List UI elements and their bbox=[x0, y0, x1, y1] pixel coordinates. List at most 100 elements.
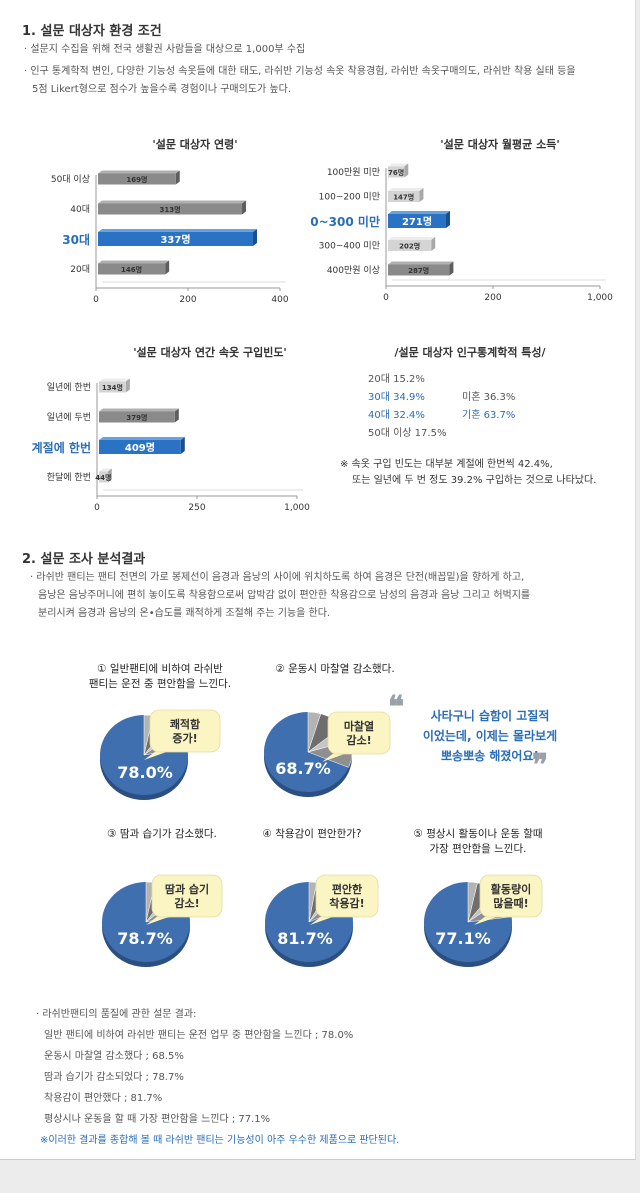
section2-title: 2. 설문 조사 분석결과 bbox=[22, 552, 146, 567]
testimonial-quote: 사타구니 습함이 고질적 이었는데, 이제는 몰라보게 뽀송뽀송 해졌어요! bbox=[400, 706, 580, 766]
summary-line-1: 일반 팬티에 비하여 라쉬반 팬티는 운전 업무 중 편안함을 느낀다 ; 78… bbox=[44, 1030, 354, 1041]
bar-value-label: 313명 bbox=[159, 205, 180, 214]
demo-age-20s: 20대 15.2% bbox=[368, 374, 425, 385]
bar bbox=[99, 411, 175, 423]
bar-value-label: 169명 bbox=[126, 175, 147, 184]
bar-side-face bbox=[404, 163, 409, 178]
callout-text: 착용감! bbox=[329, 896, 364, 910]
pie-value-label: 78.0% bbox=[117, 763, 173, 782]
category-label: 계절에 한번 bbox=[32, 440, 91, 455]
pie1-title: ① 일반팬티에 비하여 라쉬반 팬티는 운전 중 편안함을 느낀다. bbox=[88, 663, 232, 690]
pie-slice-other bbox=[307, 711, 322, 753]
bar-value-label: 146명 bbox=[121, 265, 142, 274]
bar bbox=[99, 440, 181, 454]
section1-bullet-1: · 설문지 수집을 위해 전국 생활권 사람들을 대상으로 1,000부 수집 bbox=[24, 44, 306, 55]
category-label: 50대 이상 bbox=[51, 174, 90, 185]
pie2-title: ② 운동시 마찰열 감소했다. bbox=[275, 663, 395, 675]
bar-side-face bbox=[253, 229, 258, 246]
callout-bubble bbox=[315, 874, 379, 918]
section1-bullet-3: 5점 Likert형으로 점수가 높을수록 경험이나 구매의도가 높다. bbox=[32, 84, 291, 95]
bar-top-face bbox=[388, 163, 409, 167]
x-tick-label: 1,000 bbox=[587, 293, 613, 303]
callout-text: 감소! bbox=[346, 733, 371, 747]
bar bbox=[98, 203, 242, 215]
frequency-bar-chart: 0 250 1,000 134명 일년에 한번 379명 일년에 두번 409명 계절에 한번 4… bbox=[32, 378, 310, 513]
callout-text: 많을때! bbox=[493, 896, 528, 910]
frequency-chart-title: '설문 대상자 연간 속옷 구입빈도' bbox=[133, 346, 287, 359]
category-label: 300~400 미만 bbox=[319, 241, 380, 252]
demo-age-50s: 50대 이상 17.5% bbox=[368, 428, 447, 439]
summary-line-5: 평상시나 운동을 할 때 가장 편안함을 느낀다 ; 77.1% bbox=[44, 1114, 271, 1125]
section1-bullet-2: · 인구 통계학적 변인, 다양한 기능성 속옷들에 대한 태도, 라쉬반 기능… bbox=[24, 66, 576, 77]
category-label: 일년에 한번 bbox=[47, 382, 91, 393]
pie3-title: ③ 땀과 습기가 감소했다. bbox=[107, 828, 217, 840]
income-chart-title: '설문 대상자 월평균 소득' bbox=[440, 138, 560, 151]
category-label: 한달에 한번 bbox=[47, 471, 91, 483]
pie4-title: ④ 착용감이 편안한가? bbox=[262, 828, 362, 840]
bar bbox=[98, 173, 176, 185]
section2-bullet-1: · 라쉬반 팬티는 팬티 전면의 가로 봉제선이 음경과 음낭의 사이에 위치하… bbox=[30, 572, 525, 583]
callout-bubble bbox=[151, 874, 223, 918]
section2-bullet-2: 음낭은 음낭주머니에 편히 놓이도록 착용함으로써 압박감 없이 편안한 착용감… bbox=[38, 590, 531, 601]
x-tick-label: 400 bbox=[271, 295, 288, 305]
bar bbox=[388, 166, 405, 178]
close-quote-icon: ❞ bbox=[532, 748, 549, 783]
bar bbox=[388, 191, 420, 202]
bar-value-label: 287명 bbox=[408, 266, 429, 275]
demo-single: 미혼 36.3% bbox=[462, 392, 516, 403]
bar bbox=[388, 214, 446, 228]
bar-value-label: 337명 bbox=[160, 233, 190, 246]
bar-value-label: 44명 bbox=[95, 473, 111, 482]
summary-line-2: 운동시 마찰열 감소했다 ; 68.5% bbox=[44, 1051, 184, 1062]
pie-value-label: 81.7% bbox=[277, 929, 333, 948]
section2-bullet-3: 분리시켜 음경과 음낭의 온•습도를 쾌적하게 조절해 주는 기능을 한다. bbox=[38, 608, 331, 619]
bar-side-face bbox=[180, 437, 185, 454]
category-label: 100~200 미만 bbox=[319, 192, 380, 203]
x-tick-label: 0 bbox=[94, 503, 100, 513]
quote-line-2: 이었는데, 이제는 몰라보게 bbox=[422, 729, 558, 743]
category-label: 100만원 미만 bbox=[327, 167, 380, 178]
bar-value-label: 379명 bbox=[126, 413, 147, 422]
category-label: 400만원 이상 bbox=[327, 265, 380, 276]
x-tick-label: 250 bbox=[188, 503, 205, 513]
pie-value-label: 77.1% bbox=[435, 929, 491, 948]
callout-text: 쾌적함 bbox=[170, 717, 200, 731]
summary-conclusion: ※이러한 결과를 종합해 볼 때 라쉬반 팬티는 기능성이 아주 우수한 제품으… bbox=[40, 1135, 400, 1146]
x-tick-label: 200 bbox=[179, 295, 196, 305]
callout-text: 땀과 습기 bbox=[165, 882, 209, 896]
bar-value-label: 409명 bbox=[125, 441, 155, 454]
callout-bubble bbox=[479, 874, 543, 918]
bar-value-label: 147명 bbox=[393, 193, 414, 202]
callout-text: 활동량이 bbox=[491, 882, 531, 896]
callout-text: 감소! bbox=[174, 896, 199, 910]
category-label: 일년에 두번 bbox=[47, 412, 91, 423]
x-tick-label: 200 bbox=[484, 293, 501, 303]
category-label: 200~300 미만 bbox=[310, 214, 380, 229]
quote-line-1: 사타구니 습함이 고질적 bbox=[430, 709, 550, 723]
pie-slice-other bbox=[467, 881, 478, 923]
bar-top-face bbox=[99, 408, 179, 412]
bar-top-face bbox=[388, 211, 450, 214]
pie-slice-main bbox=[264, 712, 349, 792]
bar-value-label: 134명 bbox=[102, 383, 123, 392]
bar-top-face bbox=[99, 468, 112, 472]
summary-line-3: 땀과 습기가 감소되었다 ; 78.7% bbox=[44, 1072, 184, 1083]
bar bbox=[99, 381, 126, 393]
bar-top-face bbox=[388, 188, 424, 191]
demo-note-line2: 또는 일년에 두 번 정도 39.2% 구입하는 것으로 나타났다. bbox=[352, 475, 597, 486]
bar-top-face bbox=[388, 261, 454, 265]
bar-side-face bbox=[174, 408, 179, 423]
pie-value-label: 68.7% bbox=[275, 759, 331, 778]
bar-top-face bbox=[98, 260, 170, 264]
demographics-title: /설문 대상자 인구통계학적 특성/ bbox=[394, 346, 546, 359]
bar-side-face bbox=[107, 468, 112, 483]
bar bbox=[98, 263, 166, 275]
demo-age-40s: 40대 32.4% bbox=[368, 410, 425, 421]
bar bbox=[388, 240, 432, 251]
callout-bubble bbox=[149, 709, 221, 753]
income-bar-chart: 0 200 1,000 76명 100만원 미만 147명 100~200 미만 271명 20… bbox=[310, 163, 613, 303]
bar-top-face bbox=[98, 170, 180, 174]
pie-value-label: 78.7% bbox=[117, 929, 173, 948]
bar-top-face bbox=[99, 437, 185, 440]
